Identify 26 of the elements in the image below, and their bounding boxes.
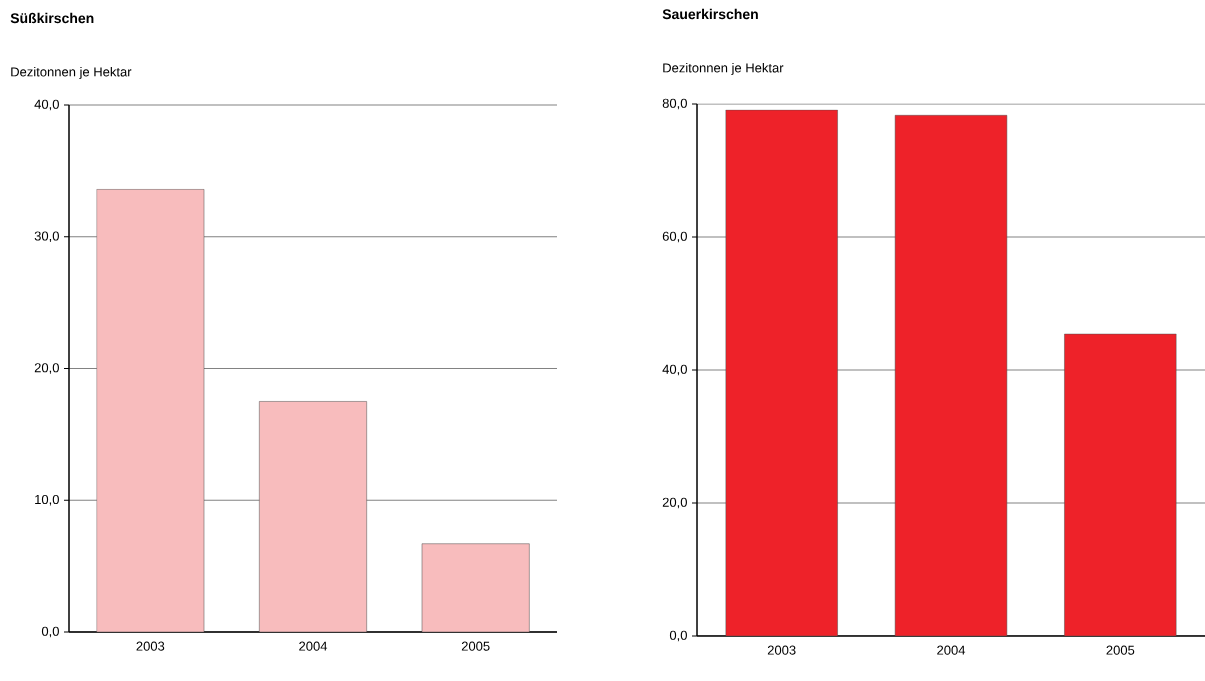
- x-tick-label: 2004: [937, 645, 966, 655]
- bar: [421, 543, 530, 632]
- bar: [259, 401, 367, 632]
- chart-title: Süßkirschen: [10, 12, 94, 24]
- y-tick-label: 0,0: [669, 630, 687, 642]
- y-tick-label: 80,0: [662, 98, 687, 110]
- x-tick-label: 2004: [299, 641, 328, 651]
- bar: [1064, 333, 1177, 636]
- y-tick-label: 40,0: [34, 99, 59, 111]
- y-axis-title: Dezitonnen je Hektar: [663, 62, 784, 76]
- x-tick-label: 2003: [136, 641, 165, 651]
- y-tick-label: 20,0: [662, 497, 687, 509]
- y-tick-label: 60,0: [662, 231, 687, 243]
- chart-title: Sauerkirschen: [662, 8, 758, 20]
- y-tick-label: 0,0: [41, 626, 59, 638]
- y-tick-label: 30,0: [34, 231, 59, 243]
- x-tick-label: 2005: [461, 641, 490, 651]
- bar: [96, 189, 205, 632]
- x-tick-label: 2005: [1106, 645, 1135, 655]
- bar: [725, 109, 838, 636]
- bar: [894, 115, 1008, 636]
- y-tick-label: 10,0: [35, 494, 59, 506]
- x-tick-label: 2003: [767, 645, 796, 655]
- y-tick-label: 20,0: [34, 363, 59, 374]
- y-axis-title: Dezitonnen je Hektar: [11, 66, 132, 80]
- y-tick-label: 40,0: [662, 364, 687, 376]
